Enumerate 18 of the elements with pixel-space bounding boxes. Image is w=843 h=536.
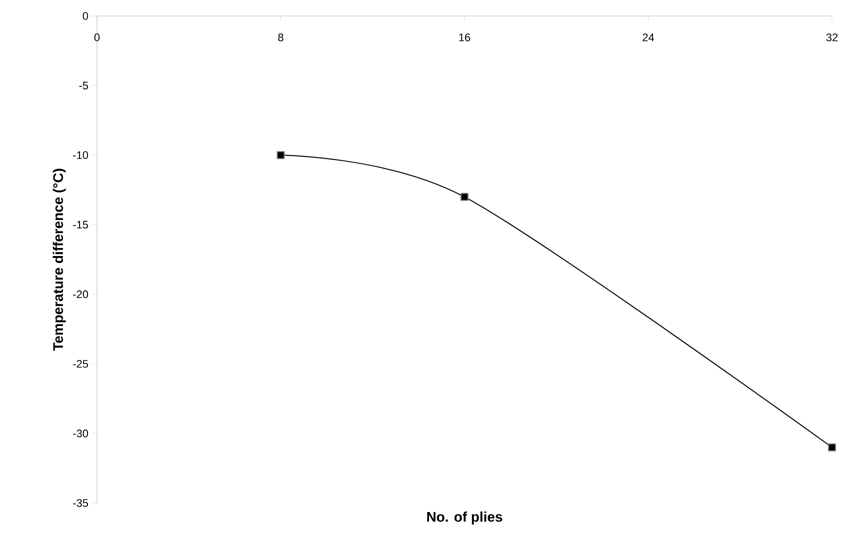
x-axis-title: No. of plies — [427, 512, 502, 525]
y-tick-label: -20 — [73, 290, 88, 298]
x-tick-label: 24 — [642, 34, 654, 42]
y-tick-label: -15 — [73, 220, 88, 229]
y-tick-label: -35 — [73, 499, 88, 507]
y-tick-label: -25 — [73, 360, 88, 368]
y-tick-label: -30 — [73, 430, 88, 438]
x-tick-label: 0 — [94, 34, 100, 42]
x-tick-label: 32 — [826, 34, 838, 42]
y-tick-label: -10 — [73, 151, 88, 160]
point — [460, 192, 468, 201]
y-tick-label: 0 — [82, 12, 88, 20]
x-tick-label: 16 — [459, 34, 470, 42]
y-tick-label: -5 — [79, 82, 88, 90]
point — [828, 443, 836, 452]
x-tick-label: 8 — [278, 34, 284, 42]
point — [276, 151, 285, 160]
y-axis-title: Temperature difference (°C) — [52, 168, 66, 351]
